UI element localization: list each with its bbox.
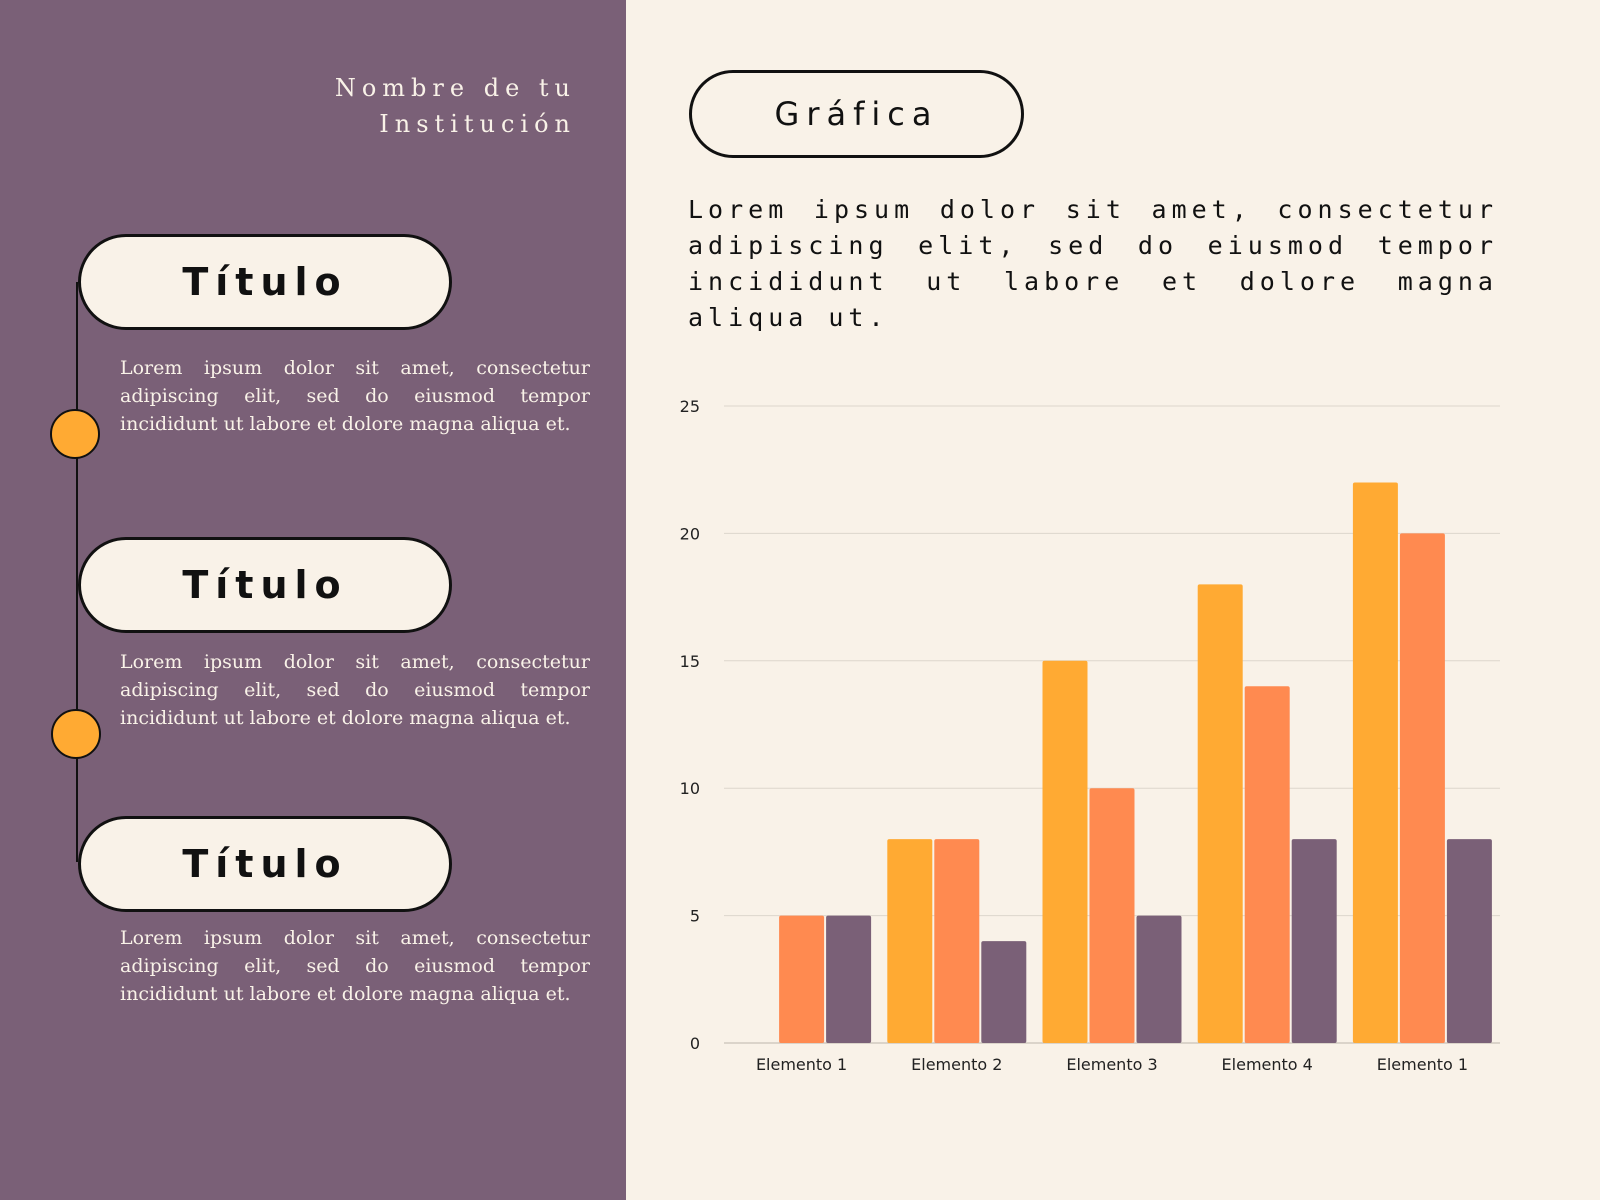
timeline-node-2 bbox=[51, 709, 101, 759]
bar-series-1-item-2 bbox=[887, 839, 933, 1043]
timeline-text-1: Lorem ipsum dolor sit amet, consectetur … bbox=[120, 357, 590, 435]
x-tick-label: Elemento 3 bbox=[1066, 1055, 1157, 1074]
y-tick-label: 25 bbox=[680, 397, 700, 416]
y-tick-label: 5 bbox=[690, 907, 700, 926]
bar-series-1-item-4 bbox=[1197, 584, 1243, 1043]
bar-series-3-item-3 bbox=[1136, 915, 1182, 1043]
y-tick-label: 15 bbox=[680, 652, 700, 671]
chart-title: Gráfica bbox=[689, 70, 1024, 158]
x-tick-label: Elemento 2 bbox=[911, 1055, 1002, 1074]
chart-description: Lorem ipsum dolor sit amet, consectetur … bbox=[688, 195, 1498, 332]
bar-series-2-item-4 bbox=[1244, 686, 1290, 1043]
timeline-title-2: Título bbox=[78, 537, 452, 633]
timeline-line bbox=[76, 282, 78, 862]
bar-series-3-item-5 bbox=[1446, 839, 1492, 1043]
bar-series-2-item-2 bbox=[934, 839, 980, 1043]
left-panel: Nombre de tu Institución Título Lorem ip… bbox=[0, 0, 626, 1200]
bar-series-2-item-5 bbox=[1399, 533, 1445, 1043]
timeline-text-2: Lorem ipsum dolor sit amet, consectetur … bbox=[120, 651, 590, 729]
x-tick-label: Elemento 4 bbox=[1222, 1055, 1313, 1074]
timeline-title-3: Título bbox=[78, 816, 452, 912]
bar-chart: 0 5 10 15 20 25 Elemento 1 Elemento 2 Elemento 3… bbox=[680, 397, 1500, 1074]
timeline-text-3: Lorem ipsum dolor sit amet, consectetur … bbox=[120, 927, 590, 1005]
institution-name: Nombre de tu Institución bbox=[334, 74, 576, 138]
bar-series-1-item-3 bbox=[1042, 660, 1088, 1043]
bar-series-3-item-2 bbox=[981, 941, 1027, 1043]
y-tick-label: 0 bbox=[690, 1034, 700, 1053]
bar-series-2-item-3 bbox=[1089, 788, 1135, 1043]
timeline-title-1: Título bbox=[78, 234, 452, 330]
bar-series-2-item-1 bbox=[779, 915, 825, 1043]
bar-series-3-item-1 bbox=[826, 915, 872, 1043]
bar-series-3-item-4 bbox=[1291, 839, 1337, 1043]
x-tick-label: Elemento 1 bbox=[756, 1055, 847, 1074]
y-tick-label: 20 bbox=[680, 524, 700, 543]
timeline-node-1 bbox=[50, 409, 100, 459]
x-tick-label: Elemento 1 bbox=[1377, 1055, 1468, 1074]
bar-series-1-item-5 bbox=[1352, 482, 1398, 1043]
y-tick-label: 10 bbox=[680, 779, 700, 798]
